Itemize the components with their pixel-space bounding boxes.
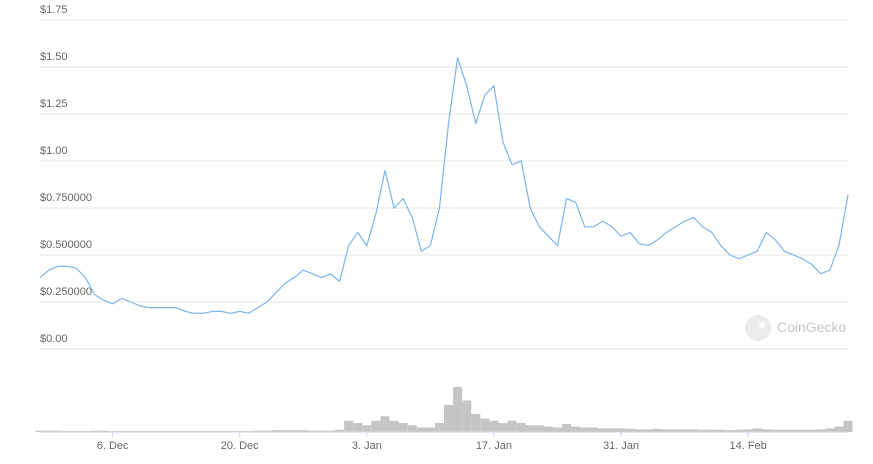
volume-bar: [607, 428, 617, 432]
volume-bar: [725, 430, 735, 432]
volume-bar: [598, 428, 608, 432]
volume-bar: [680, 429, 690, 432]
volume-bar: [298, 430, 308, 432]
volume-bar: [625, 428, 635, 432]
watermark-logo: [745, 315, 771, 341]
y-tick-label: $0.750000: [40, 192, 92, 204]
volume-bar: [507, 420, 517, 432]
volume-bar: [825, 428, 835, 432]
volume-bar: [843, 420, 853, 432]
volume-bar: [280, 430, 290, 432]
volume-bar: [525, 425, 535, 432]
volume-bar: [307, 430, 317, 432]
watermark-logo-eye: [759, 322, 765, 328]
x-tick-label: 14. Feb: [729, 440, 766, 452]
volume-bar: [453, 387, 463, 432]
volume-bar: [816, 429, 826, 432]
x-tick-label: 31. Jan: [603, 440, 639, 452]
y-tick-label: $1.00: [40, 145, 68, 157]
volume-bar: [661, 429, 671, 432]
volume-bar: [44, 430, 54, 432]
y-tick-label: $0.250000: [40, 286, 92, 298]
volume-bar: [253, 430, 263, 432]
volume-bar: [398, 423, 408, 432]
watermark-text: CoinGecko: [777, 319, 846, 335]
volume-bar: [788, 429, 799, 432]
volume-bar: [698, 429, 708, 432]
volume-bar: [425, 427, 435, 432]
volume-bar: [462, 400, 472, 432]
volume-bar: [743, 429, 753, 432]
volume-bar: [770, 429, 780, 432]
volume-bar: [289, 430, 299, 432]
volume-bar: [353, 423, 363, 432]
volume-bar: [407, 425, 417, 432]
volume-bar: [562, 423, 572, 432]
volume-bar: [498, 423, 508, 432]
y-tick-label: $0.00: [40, 333, 68, 345]
y-tick-label: $1.25: [40, 98, 68, 110]
x-tick-label: 3. Jan: [352, 440, 382, 452]
volume-bar: [670, 429, 681, 432]
volume-bar: [798, 429, 808, 432]
volume-bar: [316, 430, 326, 432]
volume-bar: [480, 418, 490, 432]
volume-bar: [707, 429, 717, 432]
volume-bar: [416, 427, 426, 432]
volume-bar: [716, 429, 726, 432]
volume-bar: [362, 425, 372, 432]
volume-bar: [807, 429, 817, 432]
volume-bar: [99, 430, 109, 432]
volume-bar: [516, 423, 526, 432]
volume-bar: [271, 430, 281, 432]
volume-bar: [779, 429, 789, 432]
volume-bar: [35, 430, 45, 432]
volume-bar: [53, 430, 63, 432]
y-tick-label: $1.75: [40, 4, 68, 16]
volume-bar: [616, 428, 626, 432]
volume-bar: [335, 429, 345, 432]
volume-bar: [634, 429, 644, 432]
volume-bar: [552, 427, 563, 432]
volume-bar: [371, 420, 381, 432]
volume-bar: [761, 429, 771, 432]
x-tick-label: 17. Jan: [476, 440, 512, 452]
y-tick-label: $1.50: [40, 51, 68, 63]
y-tick-label: $0.500000: [40, 239, 92, 251]
volume-bar: [89, 430, 100, 432]
volume-bar: [834, 426, 844, 432]
x-tick-label: 20. Dec: [221, 440, 259, 452]
volume-bar: [489, 420, 499, 432]
volume-bar: [344, 420, 354, 432]
price-line: [39, 57, 849, 314]
volume-bar: [434, 423, 444, 432]
volume-bar: [689, 429, 699, 432]
volume-bar: [643, 429, 653, 432]
volume-bar: [444, 405, 454, 432]
volume-bar: [534, 425, 544, 432]
volume-bar: [734, 429, 744, 432]
volume-bar: [543, 426, 553, 432]
volume-bar: [471, 414, 481, 432]
volume-bar: [580, 427, 590, 432]
volume-bar: [262, 430, 272, 432]
watermark: CoinGecko: [745, 315, 846, 341]
volume-bar: [752, 428, 762, 432]
x-tick-label: 6. Dec: [97, 440, 129, 452]
volume-bar: [325, 430, 336, 432]
volume-bar: [589, 427, 599, 432]
volume-bar: [652, 428, 662, 432]
volume-bar: [571, 426, 581, 432]
volume-bar: [389, 420, 399, 432]
volume-bar: [380, 416, 390, 432]
